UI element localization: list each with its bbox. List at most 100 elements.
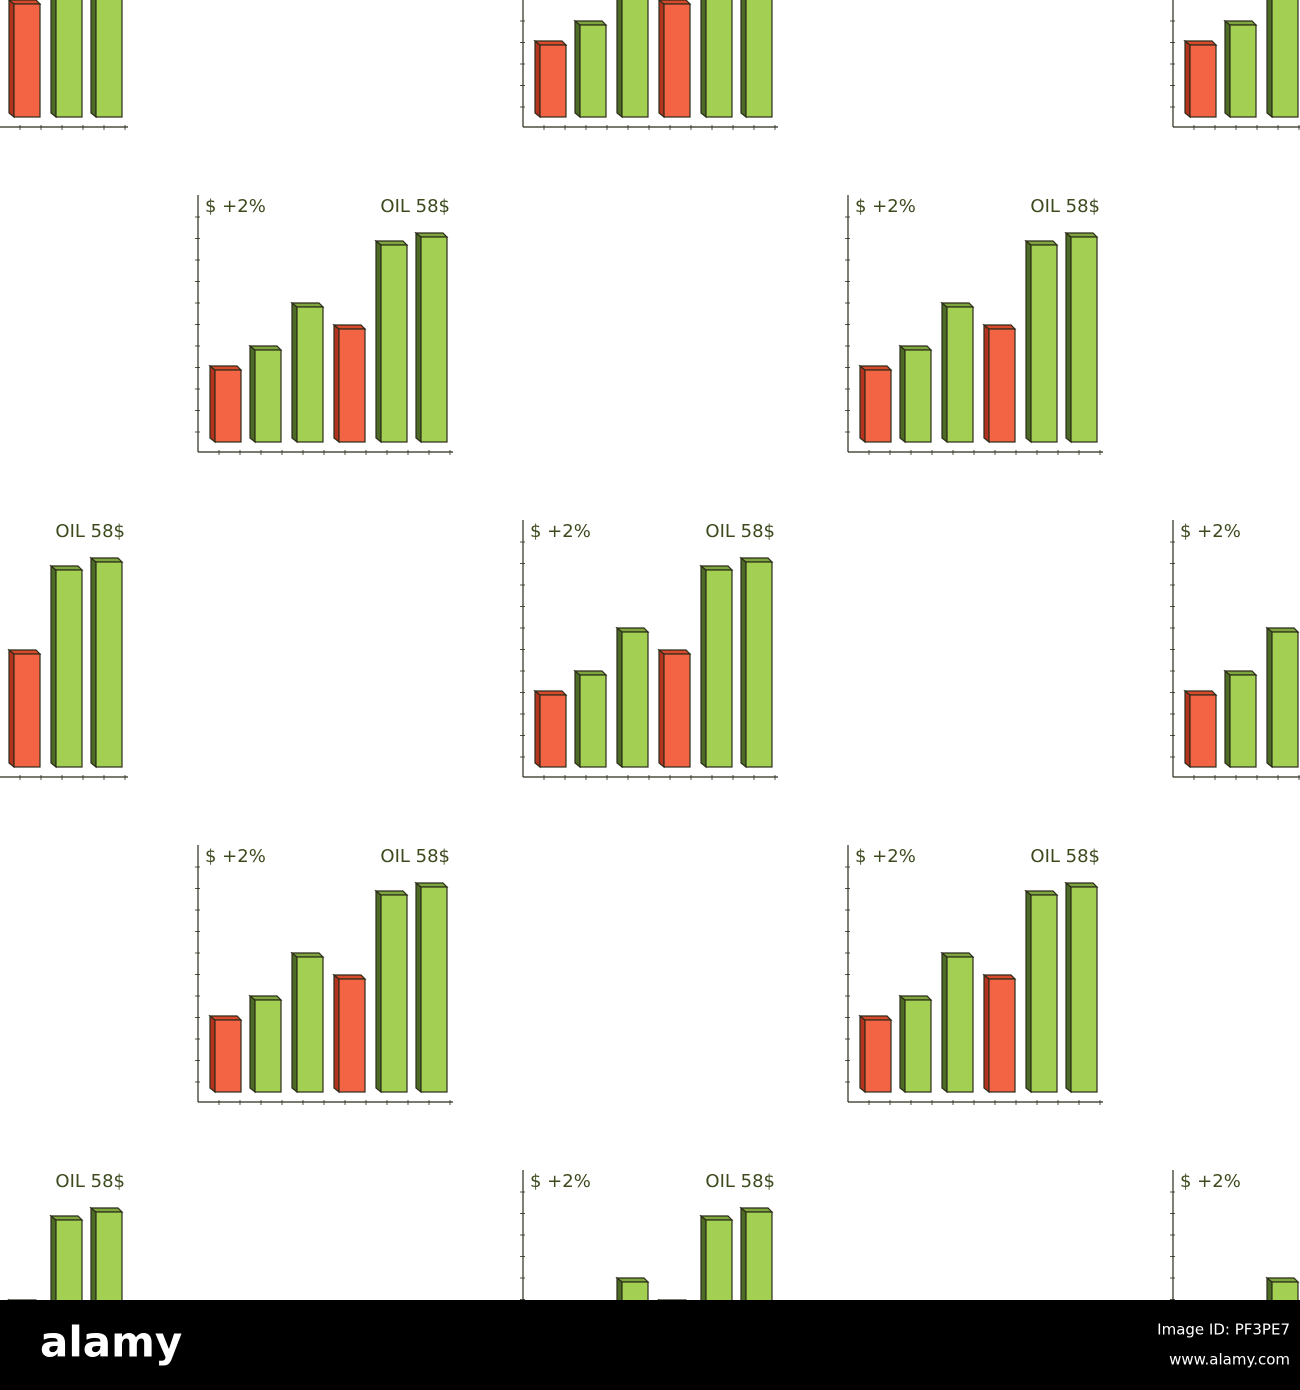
bar-top (658, 0, 692, 5)
bar-side (1224, 669, 1231, 769)
bar-side (209, 364, 216, 444)
bar-side (333, 973, 340, 1094)
bar-side (1266, 626, 1273, 769)
bar-top (940, 302, 975, 308)
bar-front (864, 369, 892, 443)
bar-front (864, 1019, 892, 1093)
bar-side (899, 994, 906, 1094)
bar-side (1065, 881, 1072, 1094)
bar-side (291, 951, 298, 1094)
bar-side (534, 689, 541, 769)
bar-side (616, 626, 623, 769)
bar-top (1024, 240, 1059, 246)
bar-front (745, 0, 773, 118)
bar-front (296, 306, 324, 443)
bar-side (983, 323, 990, 444)
bar-front (1229, 24, 1257, 118)
bar-front (214, 1019, 242, 1093)
bar-front (1070, 236, 1098, 443)
bar-side (1266, 0, 1273, 119)
right-label: OIL 58$ (380, 196, 450, 217)
bar-front (621, 631, 649, 768)
bar-front (663, 653, 691, 768)
bar-front (55, 0, 83, 118)
bar-side (415, 881, 422, 1094)
left-label: $ +2% (530, 1171, 591, 1192)
left-label: $ +2% (530, 521, 591, 542)
bar-side (1025, 239, 1032, 444)
bar-front (338, 978, 366, 1093)
right-label: OIL 58$ (55, 521, 125, 542)
bar-side (983, 973, 990, 1094)
right-label: OIL 58$ (55, 1171, 125, 1192)
bar-front (420, 886, 448, 1093)
bar-front (988, 978, 1016, 1093)
chart-icon: $ +2%OIL 58$ (1170, 520, 1300, 780)
chart-icon: $ +2%OIL 58$ (1170, 0, 1300, 130)
bar-top (8, 0, 42, 5)
bar-front (988, 328, 1016, 443)
chart-icon: $ +2%OIL 58$ (0, 521, 128, 780)
bar-side (574, 669, 581, 769)
bar-side (859, 364, 866, 444)
bar-side (50, 0, 57, 119)
bar-side (700, 564, 707, 769)
chart-icon: $ +2%OIL 58$ (1170, 1170, 1300, 1300)
bar-front (946, 956, 974, 1093)
chart-icon: $ +2%OIL 58$ (520, 520, 778, 780)
bar-front (296, 956, 324, 1093)
bar-front (95, 0, 123, 118)
bar-side (249, 344, 256, 444)
bar-top (573, 20, 608, 26)
bar-front (380, 244, 408, 443)
left-label: $ +2% (1180, 1171, 1241, 1192)
right-label: OIL 58$ (380, 846, 450, 867)
bar-front (254, 999, 282, 1093)
bar-front (214, 369, 242, 443)
bar-front (13, 653, 41, 768)
background (0, 0, 1300, 1300)
bar-front (745, 561, 773, 768)
site-url: www.alamy.com (1169, 1351, 1290, 1369)
bar-front (579, 24, 607, 118)
chart-icon: $ +2%OIL 58$ (0, 0, 128, 130)
bar-side (574, 19, 581, 119)
bar-front (1070, 886, 1098, 1093)
bar-side (1065, 231, 1072, 444)
bar-front (904, 999, 932, 1093)
bar-side (1224, 19, 1231, 119)
bar-side (90, 556, 97, 769)
bar-side (1025, 889, 1032, 1094)
bar-front (420, 236, 448, 443)
bar-front (705, 0, 733, 118)
bar-side (941, 951, 948, 1094)
bar-side (249, 994, 256, 1094)
bar-side (8, 648, 15, 769)
bar-front (380, 894, 408, 1093)
bar-front (904, 349, 932, 443)
left-label: $ +2% (855, 846, 916, 867)
right-label: OIL 58$ (1030, 846, 1100, 867)
bar-top (290, 302, 325, 308)
bar-side (859, 1014, 866, 1094)
bar-front (1271, 1281, 1299, 1300)
bar-front (1189, 44, 1217, 118)
bar-front (95, 561, 123, 768)
bar-top (898, 345, 933, 351)
bar-front (1030, 894, 1058, 1093)
bar-front (705, 569, 733, 768)
bar-top (1223, 20, 1258, 26)
left-label: $ +2% (205, 196, 266, 217)
bar-side (616, 0, 623, 119)
right-label: OIL 58$ (705, 1171, 775, 1192)
bar-top (982, 324, 1017, 330)
bar-front (1271, 631, 1299, 768)
bar-top (332, 324, 367, 330)
bar-side (700, 0, 707, 119)
bar-side (658, 0, 665, 119)
bar-front (1229, 674, 1257, 768)
brand-logo: alamy (40, 1318, 182, 1367)
bar-front (621, 1281, 649, 1300)
